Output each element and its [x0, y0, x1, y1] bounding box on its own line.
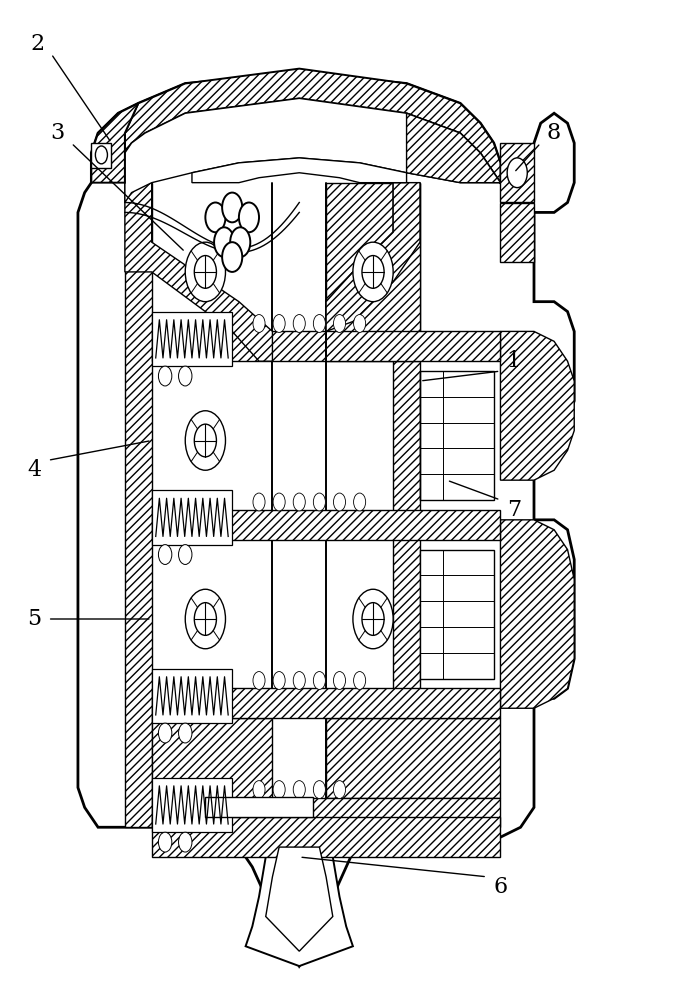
Circle shape: [333, 781, 346, 798]
Polygon shape: [326, 183, 420, 361]
Text: 7: 7: [507, 499, 521, 521]
Text: 3: 3: [51, 122, 65, 144]
Circle shape: [179, 545, 192, 564]
Polygon shape: [326, 183, 420, 361]
Circle shape: [194, 256, 217, 288]
Bar: [205, 798, 312, 817]
Circle shape: [253, 493, 265, 511]
Bar: [500, 202, 534, 262]
Polygon shape: [500, 331, 574, 480]
Circle shape: [273, 781, 285, 798]
Circle shape: [353, 242, 393, 302]
Circle shape: [333, 493, 346, 511]
Circle shape: [354, 493, 366, 511]
Polygon shape: [125, 98, 500, 202]
Polygon shape: [78, 74, 574, 966]
Circle shape: [253, 315, 265, 332]
Circle shape: [239, 202, 259, 232]
Polygon shape: [125, 183, 151, 827]
Bar: [151, 688, 500, 718]
Polygon shape: [407, 113, 500, 183]
Circle shape: [333, 315, 346, 332]
Circle shape: [313, 315, 325, 332]
Circle shape: [158, 723, 172, 743]
Circle shape: [293, 493, 306, 511]
Polygon shape: [393, 183, 420, 827]
Circle shape: [362, 256, 384, 288]
Circle shape: [273, 672, 285, 689]
Bar: [151, 798, 500, 827]
Circle shape: [222, 242, 242, 272]
Circle shape: [293, 672, 306, 689]
Bar: [420, 371, 494, 500]
Bar: [151, 669, 232, 723]
Text: 2: 2: [31, 33, 45, 55]
Circle shape: [273, 493, 285, 511]
Polygon shape: [326, 183, 420, 331]
Bar: [151, 778, 232, 832]
Text: 5: 5: [27, 608, 41, 630]
Circle shape: [253, 672, 265, 689]
Bar: [326, 718, 500, 798]
Polygon shape: [246, 827, 353, 966]
Circle shape: [194, 424, 217, 457]
Circle shape: [313, 672, 325, 689]
Bar: [151, 817, 500, 857]
Bar: [151, 331, 500, 361]
Circle shape: [507, 158, 528, 188]
Bar: [420, 550, 494, 678]
Circle shape: [354, 315, 366, 332]
Polygon shape: [125, 69, 500, 183]
Circle shape: [158, 832, 172, 852]
Polygon shape: [500, 520, 574, 708]
Circle shape: [253, 781, 265, 798]
Circle shape: [185, 242, 225, 302]
Circle shape: [273, 315, 285, 332]
Circle shape: [158, 545, 172, 564]
Circle shape: [230, 227, 251, 257]
Bar: [151, 490, 232, 545]
Polygon shape: [265, 847, 333, 951]
Circle shape: [293, 315, 306, 332]
Bar: [500, 143, 534, 202]
Text: 1: 1: [507, 350, 521, 372]
Circle shape: [205, 202, 225, 232]
Circle shape: [95, 146, 107, 164]
Circle shape: [333, 672, 346, 689]
Circle shape: [354, 672, 366, 689]
Circle shape: [313, 781, 325, 798]
Circle shape: [362, 603, 384, 635]
Text: 6: 6: [494, 876, 507, 898]
Polygon shape: [92, 103, 139, 183]
Circle shape: [185, 411, 225, 470]
Circle shape: [293, 781, 306, 798]
Text: 4: 4: [27, 459, 41, 481]
Bar: [92, 143, 111, 168]
Polygon shape: [192, 158, 407, 183]
Circle shape: [158, 366, 172, 386]
Circle shape: [179, 832, 192, 852]
Circle shape: [185, 589, 225, 649]
Bar: [151, 510, 500, 540]
Circle shape: [179, 723, 192, 743]
Text: 8: 8: [547, 122, 562, 144]
Polygon shape: [125, 183, 272, 361]
Circle shape: [222, 193, 242, 222]
Bar: [151, 718, 272, 798]
Circle shape: [194, 603, 217, 635]
Circle shape: [313, 493, 325, 511]
Bar: [151, 312, 232, 366]
Circle shape: [214, 227, 234, 257]
Circle shape: [179, 366, 192, 386]
Circle shape: [353, 589, 393, 649]
